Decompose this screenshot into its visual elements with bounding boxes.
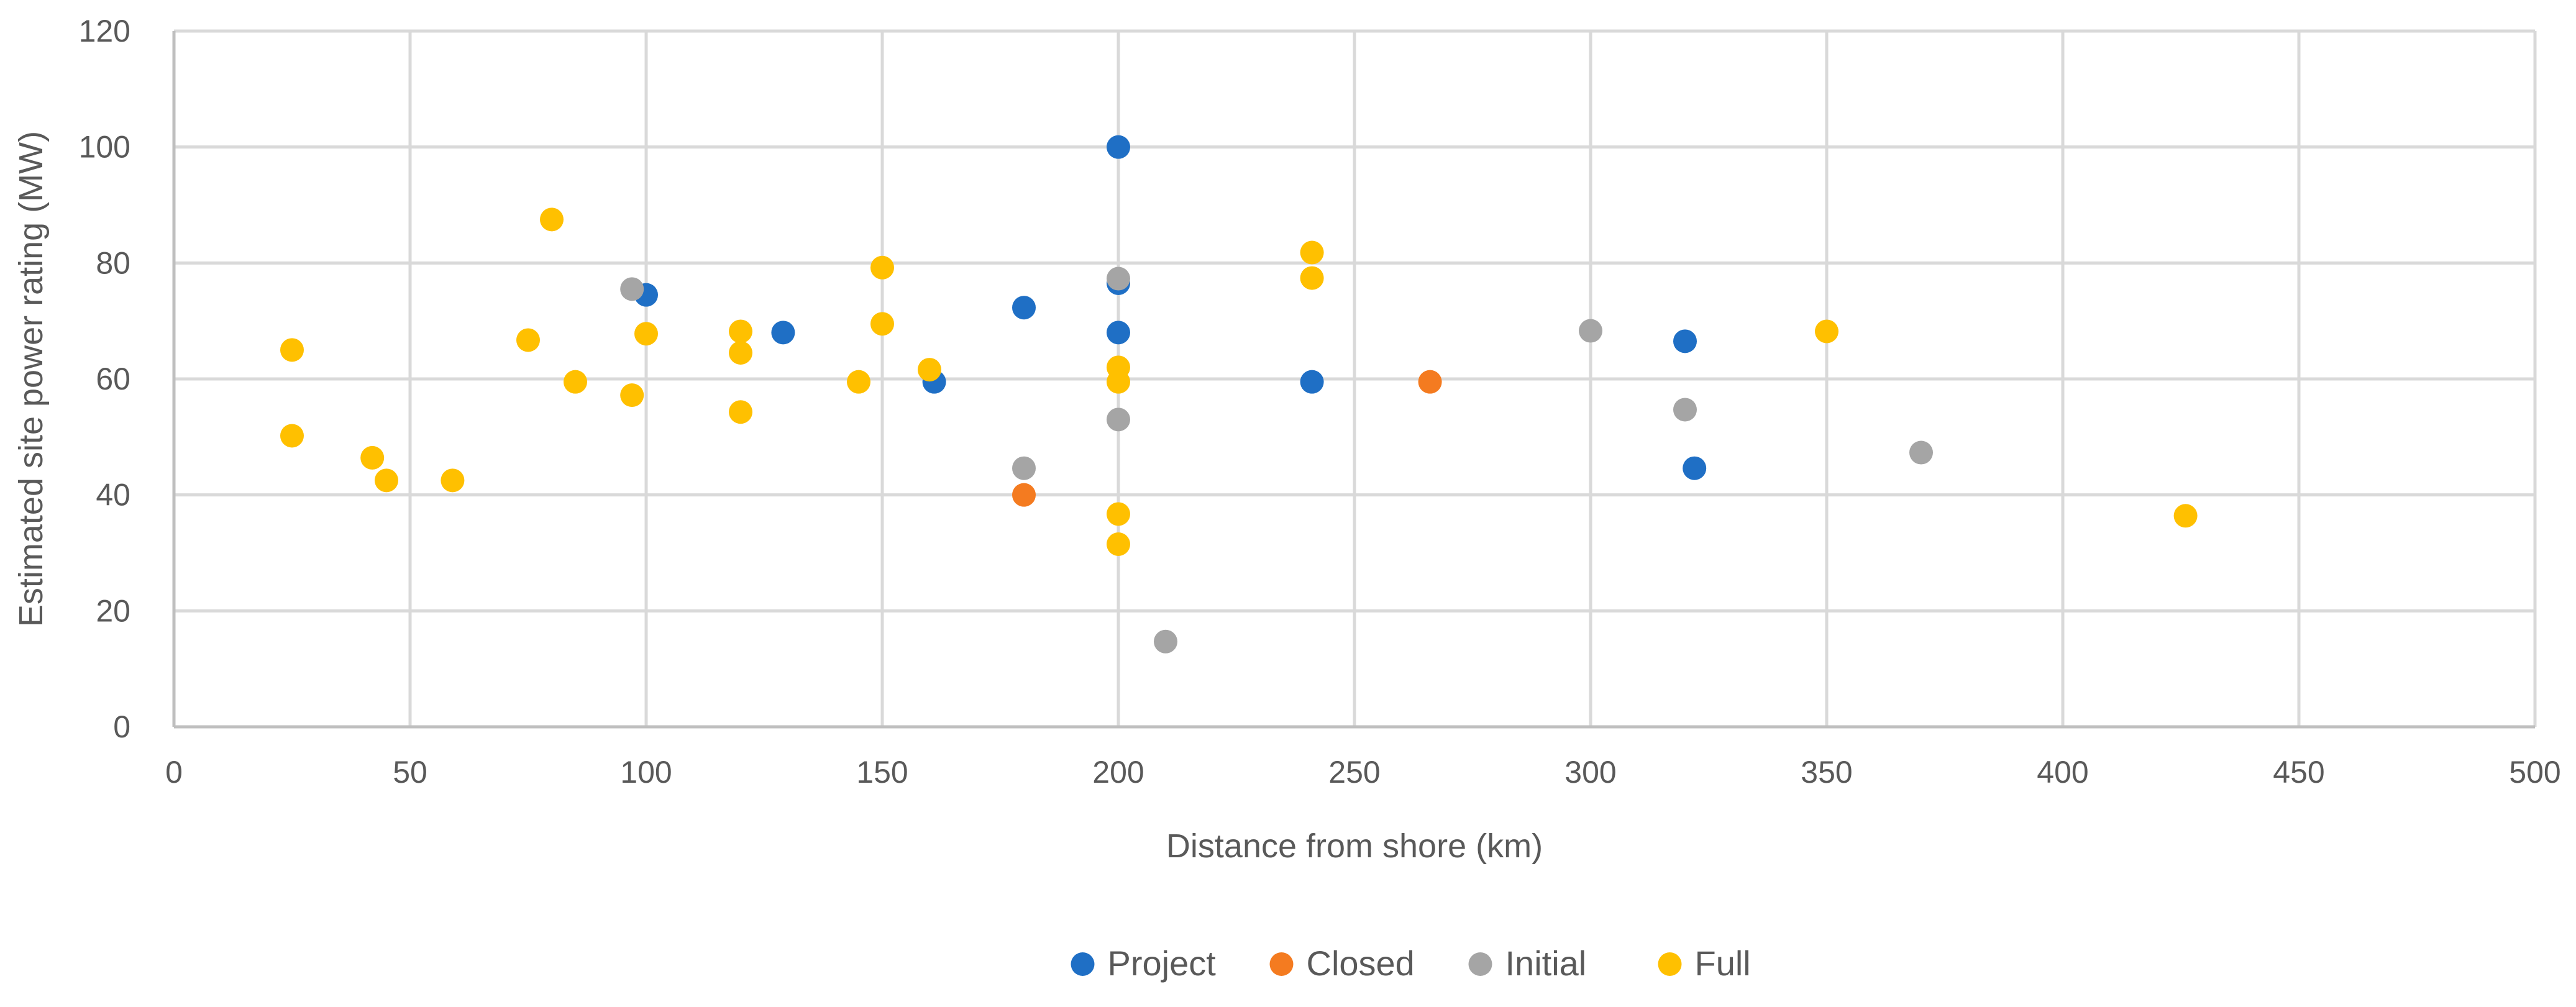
data-point-initial (1107, 267, 1130, 291)
data-point-full (729, 341, 752, 365)
data-points (280, 135, 2198, 654)
x-tick-label: 100 (620, 755, 672, 790)
legend-marker (1468, 952, 1492, 976)
data-point-initial (620, 277, 644, 301)
data-point-project (1107, 321, 1130, 345)
data-point-initial (1107, 408, 1130, 432)
x-tick-label: 250 (1328, 755, 1380, 790)
y-axis-title: Estimated site power rating (MW) (12, 131, 50, 627)
legend-item-project: Project (1071, 944, 1217, 983)
legend-marker (1269, 952, 1294, 976)
x-tick-label: 150 (856, 755, 908, 790)
legend-label: Initial (1505, 944, 1587, 983)
data-point-initial (1909, 440, 1933, 465)
x-tick-label: 0 (165, 755, 183, 790)
y-tick-label: 120 (79, 14, 130, 48)
data-point-full (2173, 504, 2198, 528)
data-point-initial (1154, 629, 1177, 654)
data-point-full (280, 424, 304, 448)
data-point-full (441, 468, 465, 493)
legend-label: Project (1108, 944, 1217, 983)
y-tick-label: 40 (96, 478, 130, 513)
x-tick-label: 50 (393, 755, 427, 790)
data-point-project (1012, 296, 1036, 320)
data-point-full (1107, 370, 1130, 394)
x-axis-title: Distance from shore (km) (1166, 827, 1543, 865)
data-point-project (1673, 329, 1697, 353)
data-point-full (870, 312, 894, 336)
y-tick-label: 60 (96, 362, 130, 396)
data-point-initial (1012, 456, 1036, 480)
data-point-full (729, 400, 752, 424)
data-point-full (847, 370, 870, 394)
data-point-full (540, 207, 564, 232)
series-project (634, 135, 1707, 480)
x-tick-label: 400 (2037, 755, 2088, 790)
x-tick-label: 350 (1801, 755, 1852, 790)
data-point-full (620, 383, 644, 408)
series-full (280, 207, 2198, 556)
x-tick-labels: 0 50 100 150 200 250 300 350 400 450 500 (165, 755, 2561, 790)
legend-item-closed: Closed (1269, 944, 1415, 983)
data-point-full (1300, 266, 1324, 290)
data-point-full (870, 255, 894, 280)
gridlines (174, 29, 2537, 727)
data-point-closed (1418, 370, 1442, 394)
legend-label: Closed (1307, 944, 1415, 983)
data-point-full (375, 468, 398, 493)
y-tick-labels: 0 20 40 60 80 100 120 (79, 14, 130, 744)
data-point-full (918, 358, 941, 382)
legend: Project Closed Initial Full (1071, 944, 1751, 983)
legend-item-full: Full (1658, 944, 1751, 983)
data-point-full (1815, 319, 1838, 344)
y-tick-label: 80 (96, 245, 130, 280)
data-point-full (516, 328, 540, 352)
y-tick-label: 100 (79, 130, 130, 165)
legend-marker (1658, 952, 1682, 976)
data-point-initial (1579, 319, 1602, 343)
data-point-full (634, 322, 658, 346)
data-point-full (1107, 502, 1130, 526)
axes (172, 31, 2535, 729)
data-point-full (1300, 240, 1324, 265)
data-point-full (1107, 532, 1130, 556)
series-initial (620, 267, 1933, 654)
legend-marker (1071, 952, 1095, 976)
x-tick-label: 450 (2273, 755, 2324, 790)
data-point-closed (1012, 483, 1036, 507)
data-point-project (1107, 135, 1130, 159)
x-tick-label: 200 (1092, 755, 1144, 790)
y-tick-label: 20 (96, 593, 130, 628)
data-point-full (280, 338, 304, 362)
legend-label: Full (1695, 944, 1751, 983)
legend-item-initial: Initial (1468, 944, 1587, 983)
data-point-full (360, 445, 385, 470)
series-closed (1012, 370, 1442, 507)
data-point-initial (1673, 398, 1697, 422)
data-point-full (564, 370, 587, 394)
data-point-project (771, 321, 795, 345)
x-tick-label: 300 (1564, 755, 1616, 790)
data-point-full (729, 319, 752, 344)
y-tick-label: 0 (113, 709, 130, 744)
data-point-project (1683, 456, 1707, 480)
data-point-project (1300, 370, 1324, 394)
x-tick-label: 500 (2509, 755, 2560, 790)
